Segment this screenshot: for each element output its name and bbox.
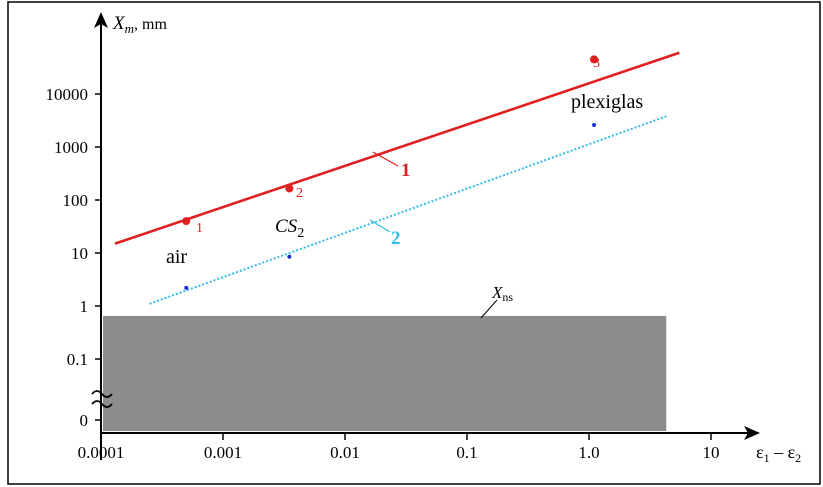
- y-axis-label: Xm, mm: [112, 13, 167, 36]
- series-1-label: 1: [401, 160, 411, 181]
- data-point-series-1: [182, 217, 191, 226]
- y-tick-label: 0: [80, 411, 89, 430]
- x-axis-arrow-icon: [744, 426, 760, 440]
- point-1-label: 1: [196, 221, 203, 236]
- air-label: air: [166, 246, 187, 268]
- series-2-label: 2: [391, 228, 401, 249]
- points-series-1: [182, 55, 599, 226]
- xns-shaded-region: [103, 315, 667, 431]
- cs2-label: CS2: [275, 216, 304, 241]
- y-ticks: 0 0.1 1 10 100 1000 10000: [46, 85, 101, 430]
- x-tick-label: 10: [703, 443, 720, 462]
- y-tick-label: 0.1: [67, 350, 88, 369]
- plexiglas-label: plexiglas: [571, 91, 643, 113]
- y-tick-label: 100: [63, 191, 89, 210]
- x-tick-label: 1.0: [578, 443, 599, 462]
- y-tick-label: 10: [71, 244, 88, 263]
- x-tick-label: 0.01: [330, 443, 360, 462]
- data-point-series-1: [590, 55, 599, 64]
- point-3-label: 3: [593, 56, 600, 71]
- series-2-leader: [369, 219, 391, 233]
- x-tick-label: 0.1: [456, 443, 477, 462]
- data-point-series-2: [287, 254, 292, 259]
- points-series-2: [184, 123, 597, 290]
- x-tick-label: 0.0001: [78, 443, 125, 462]
- data-point-series-2: [184, 285, 189, 290]
- x-tick-label: 0.001: [204, 443, 242, 462]
- series-1-leader: [372, 151, 399, 167]
- point-2-label: 2: [296, 186, 303, 201]
- series-line-1: [114, 51, 680, 245]
- y-axis-arrow-icon: [94, 12, 108, 28]
- y-tick-label: 10000: [46, 85, 89, 104]
- xns-leader: [480, 299, 498, 319]
- data-point-series-2: [592, 123, 597, 128]
- y-tick-label: 1000: [54, 138, 88, 157]
- x-axis-label: ε1 – ε2: [756, 442, 801, 465]
- data-point-series-1: [285, 184, 294, 193]
- x-ticks: 0.0001 0.001 0.01 0.1 1.0 10: [78, 433, 720, 462]
- xns-label: Xns: [491, 283, 513, 304]
- y-tick-label: 1: [80, 297, 89, 316]
- axis-break-icon: [91, 390, 113, 408]
- chart-border: [7, 1, 821, 485]
